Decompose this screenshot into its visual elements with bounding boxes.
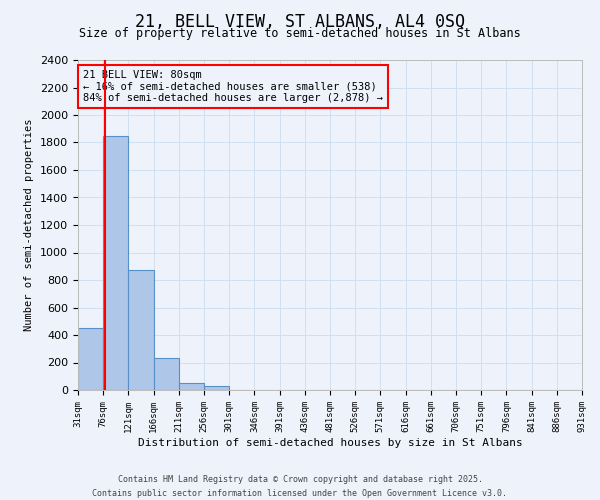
Bar [78, 328, 103, 390]
Text: 21, BELL VIEW, ST ALBANS, AL4 0SQ: 21, BELL VIEW, ST ALBANS, AL4 0SQ [135, 12, 465, 30]
X-axis label: Distribution of semi-detached houses by size in St Albans: Distribution of semi-detached houses by … [137, 438, 523, 448]
Text: Contains HM Land Registry data © Crown copyright and database right 2025.
Contai: Contains HM Land Registry data © Crown c… [92, 476, 508, 498]
Text: 21 BELL VIEW: 80sqm
← 16% of semi-detached houses are smaller (538)
84% of semi-: 21 BELL VIEW: 80sqm ← 16% of semi-detach… [83, 70, 383, 103]
Text: Size of property relative to semi-detached houses in St Albans: Size of property relative to semi-detach… [79, 28, 521, 40]
Bar [154, 358, 179, 390]
Bar [128, 270, 154, 390]
Y-axis label: Number of semi-detached properties: Number of semi-detached properties [25, 118, 34, 331]
Bar [204, 386, 229, 390]
Bar [179, 383, 204, 390]
Bar [103, 136, 128, 390]
